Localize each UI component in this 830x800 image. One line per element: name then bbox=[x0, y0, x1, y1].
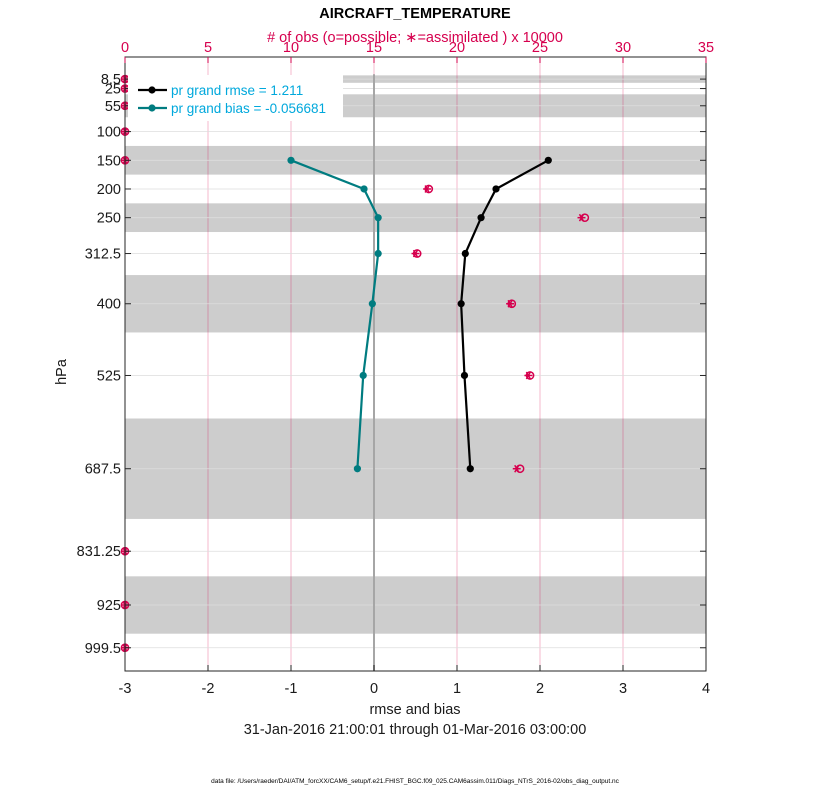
obs-assimilated-marker-10 bbox=[512, 464, 521, 473]
x-tick-label-1: -2 bbox=[202, 681, 215, 697]
y-tick-label-8: 400 bbox=[97, 297, 121, 313]
rmse-point-1 bbox=[492, 185, 500, 193]
obs-assimilated-marker-6 bbox=[577, 213, 586, 222]
bias-point-6 bbox=[353, 465, 361, 473]
legend-label-bias: pr grand bias = -0.056681 bbox=[171, 101, 326, 116]
x-tick-label-4: 1 bbox=[453, 681, 461, 697]
y-tick-label-6: 250 bbox=[97, 211, 121, 227]
level-shading bbox=[125, 75, 706, 634]
y-tick-label-10: 687.5 bbox=[85, 462, 121, 478]
x-tick-label-7: 4 bbox=[702, 681, 710, 697]
top-tick-label-4: 20 bbox=[449, 40, 465, 56]
legend: pr grand rmse = 1.211 pr grand bias = -0.… bbox=[128, 75, 343, 121]
x-tick-label-5: 2 bbox=[536, 681, 544, 697]
rmse-point-0 bbox=[544, 156, 552, 164]
bias-point-1 bbox=[360, 185, 368, 193]
rmse-point-6 bbox=[466, 465, 474, 473]
rmse-point-2 bbox=[477, 214, 485, 222]
obs-assimilated-marker-8 bbox=[506, 299, 515, 308]
obs-assimilated-marker-7 bbox=[411, 249, 420, 258]
bias-point-0 bbox=[287, 156, 295, 164]
bias-point-2 bbox=[374, 214, 382, 222]
y-tick-label-5: 200 bbox=[97, 182, 121, 198]
rmse-point-4 bbox=[457, 300, 465, 308]
legend-label-rmse: pr grand rmse = 1.211 bbox=[171, 83, 303, 98]
axis-ticks: -3 -2 -1 0 1 2 3 40 5 10 15 20 25 30 358.5255510015020… bbox=[77, 40, 714, 697]
top-tick-label-0: 0 bbox=[121, 40, 129, 56]
x-tick-label-3: 0 bbox=[370, 681, 378, 697]
y-axis-label: hPa bbox=[54, 358, 70, 385]
y-tick-label-11: 831.25 bbox=[77, 544, 121, 560]
x-tick-label-2: -1 bbox=[285, 681, 298, 697]
plot-area bbox=[124, 56, 707, 672]
data-file-footnote: data file: /Users/raeder/DAI/ATM_forcXX/… bbox=[211, 778, 620, 785]
y-tick-label-0: 8.5 bbox=[101, 72, 121, 88]
rmse-point-3 bbox=[461, 249, 469, 258]
y-tick-label-12: 925 bbox=[97, 598, 121, 614]
y-tick-label-2: 55 bbox=[105, 99, 121, 115]
legend-marker-bias bbox=[148, 104, 156, 112]
x-tick-label-0: -3 bbox=[119, 681, 132, 697]
legend-marker-rmse bbox=[148, 86, 156, 94]
top-axis-label: # of obs (o=possible; ∗=assimilated ) x … bbox=[267, 30, 563, 46]
date-range-label: 31-Jan-2016 21:00:01 through 01-Mar-2016… bbox=[244, 722, 587, 738]
bias-point-5 bbox=[359, 371, 367, 380]
x-axis-label: rmse and bias bbox=[369, 702, 460, 718]
top-tick-label-3: 15 bbox=[366, 40, 382, 56]
top-tick-label-1: 5 bbox=[204, 40, 212, 56]
bias-point-3 bbox=[374, 249, 382, 258]
y-tick-label-9: 525 bbox=[97, 368, 121, 384]
y-tick-label-7: 312.5 bbox=[85, 247, 121, 263]
y-tick-label-4: 150 bbox=[97, 153, 121, 169]
legend-box bbox=[128, 75, 343, 121]
bias-point-4 bbox=[368, 300, 376, 308]
top-tick-label-2: 10 bbox=[283, 40, 299, 56]
y-tick-label-13: 999.5 bbox=[85, 641, 121, 657]
chart-title: AIRCRAFT_TEMPERATURE bbox=[319, 6, 511, 22]
top-tick-label-5: 25 bbox=[532, 40, 548, 56]
x-tick-label-6: 3 bbox=[619, 681, 627, 697]
obs-assimilated-marker-5 bbox=[423, 185, 432, 193]
top-tick-label-6: 30 bbox=[615, 40, 631, 56]
y-tick-label-1: 25 bbox=[105, 82, 121, 98]
data-series bbox=[287, 156, 552, 473]
y-tick-label-3: 100 bbox=[97, 125, 121, 141]
obs-assimilated-marker-9 bbox=[524, 371, 533, 380]
top-tick-label-7: 35 bbox=[698, 40, 714, 56]
rmse-point-5 bbox=[460, 371, 469, 380]
